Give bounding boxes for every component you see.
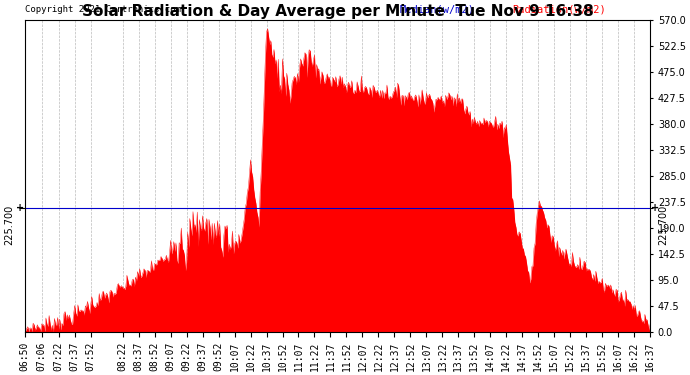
Text: Copyright 2021 Cartronics.com: Copyright 2021 Cartronics.com xyxy=(25,5,181,14)
Text: +: + xyxy=(16,203,24,213)
Title: Solar Radiation & Day Average per Minute  Tue Nov 9 16:38: Solar Radiation & Day Average per Minute… xyxy=(81,4,593,19)
Text: Median(w/m2): Median(w/m2) xyxy=(400,4,475,14)
Text: +: + xyxy=(651,203,659,213)
Text: Radiation(w/m2): Radiation(w/m2) xyxy=(513,4,607,14)
